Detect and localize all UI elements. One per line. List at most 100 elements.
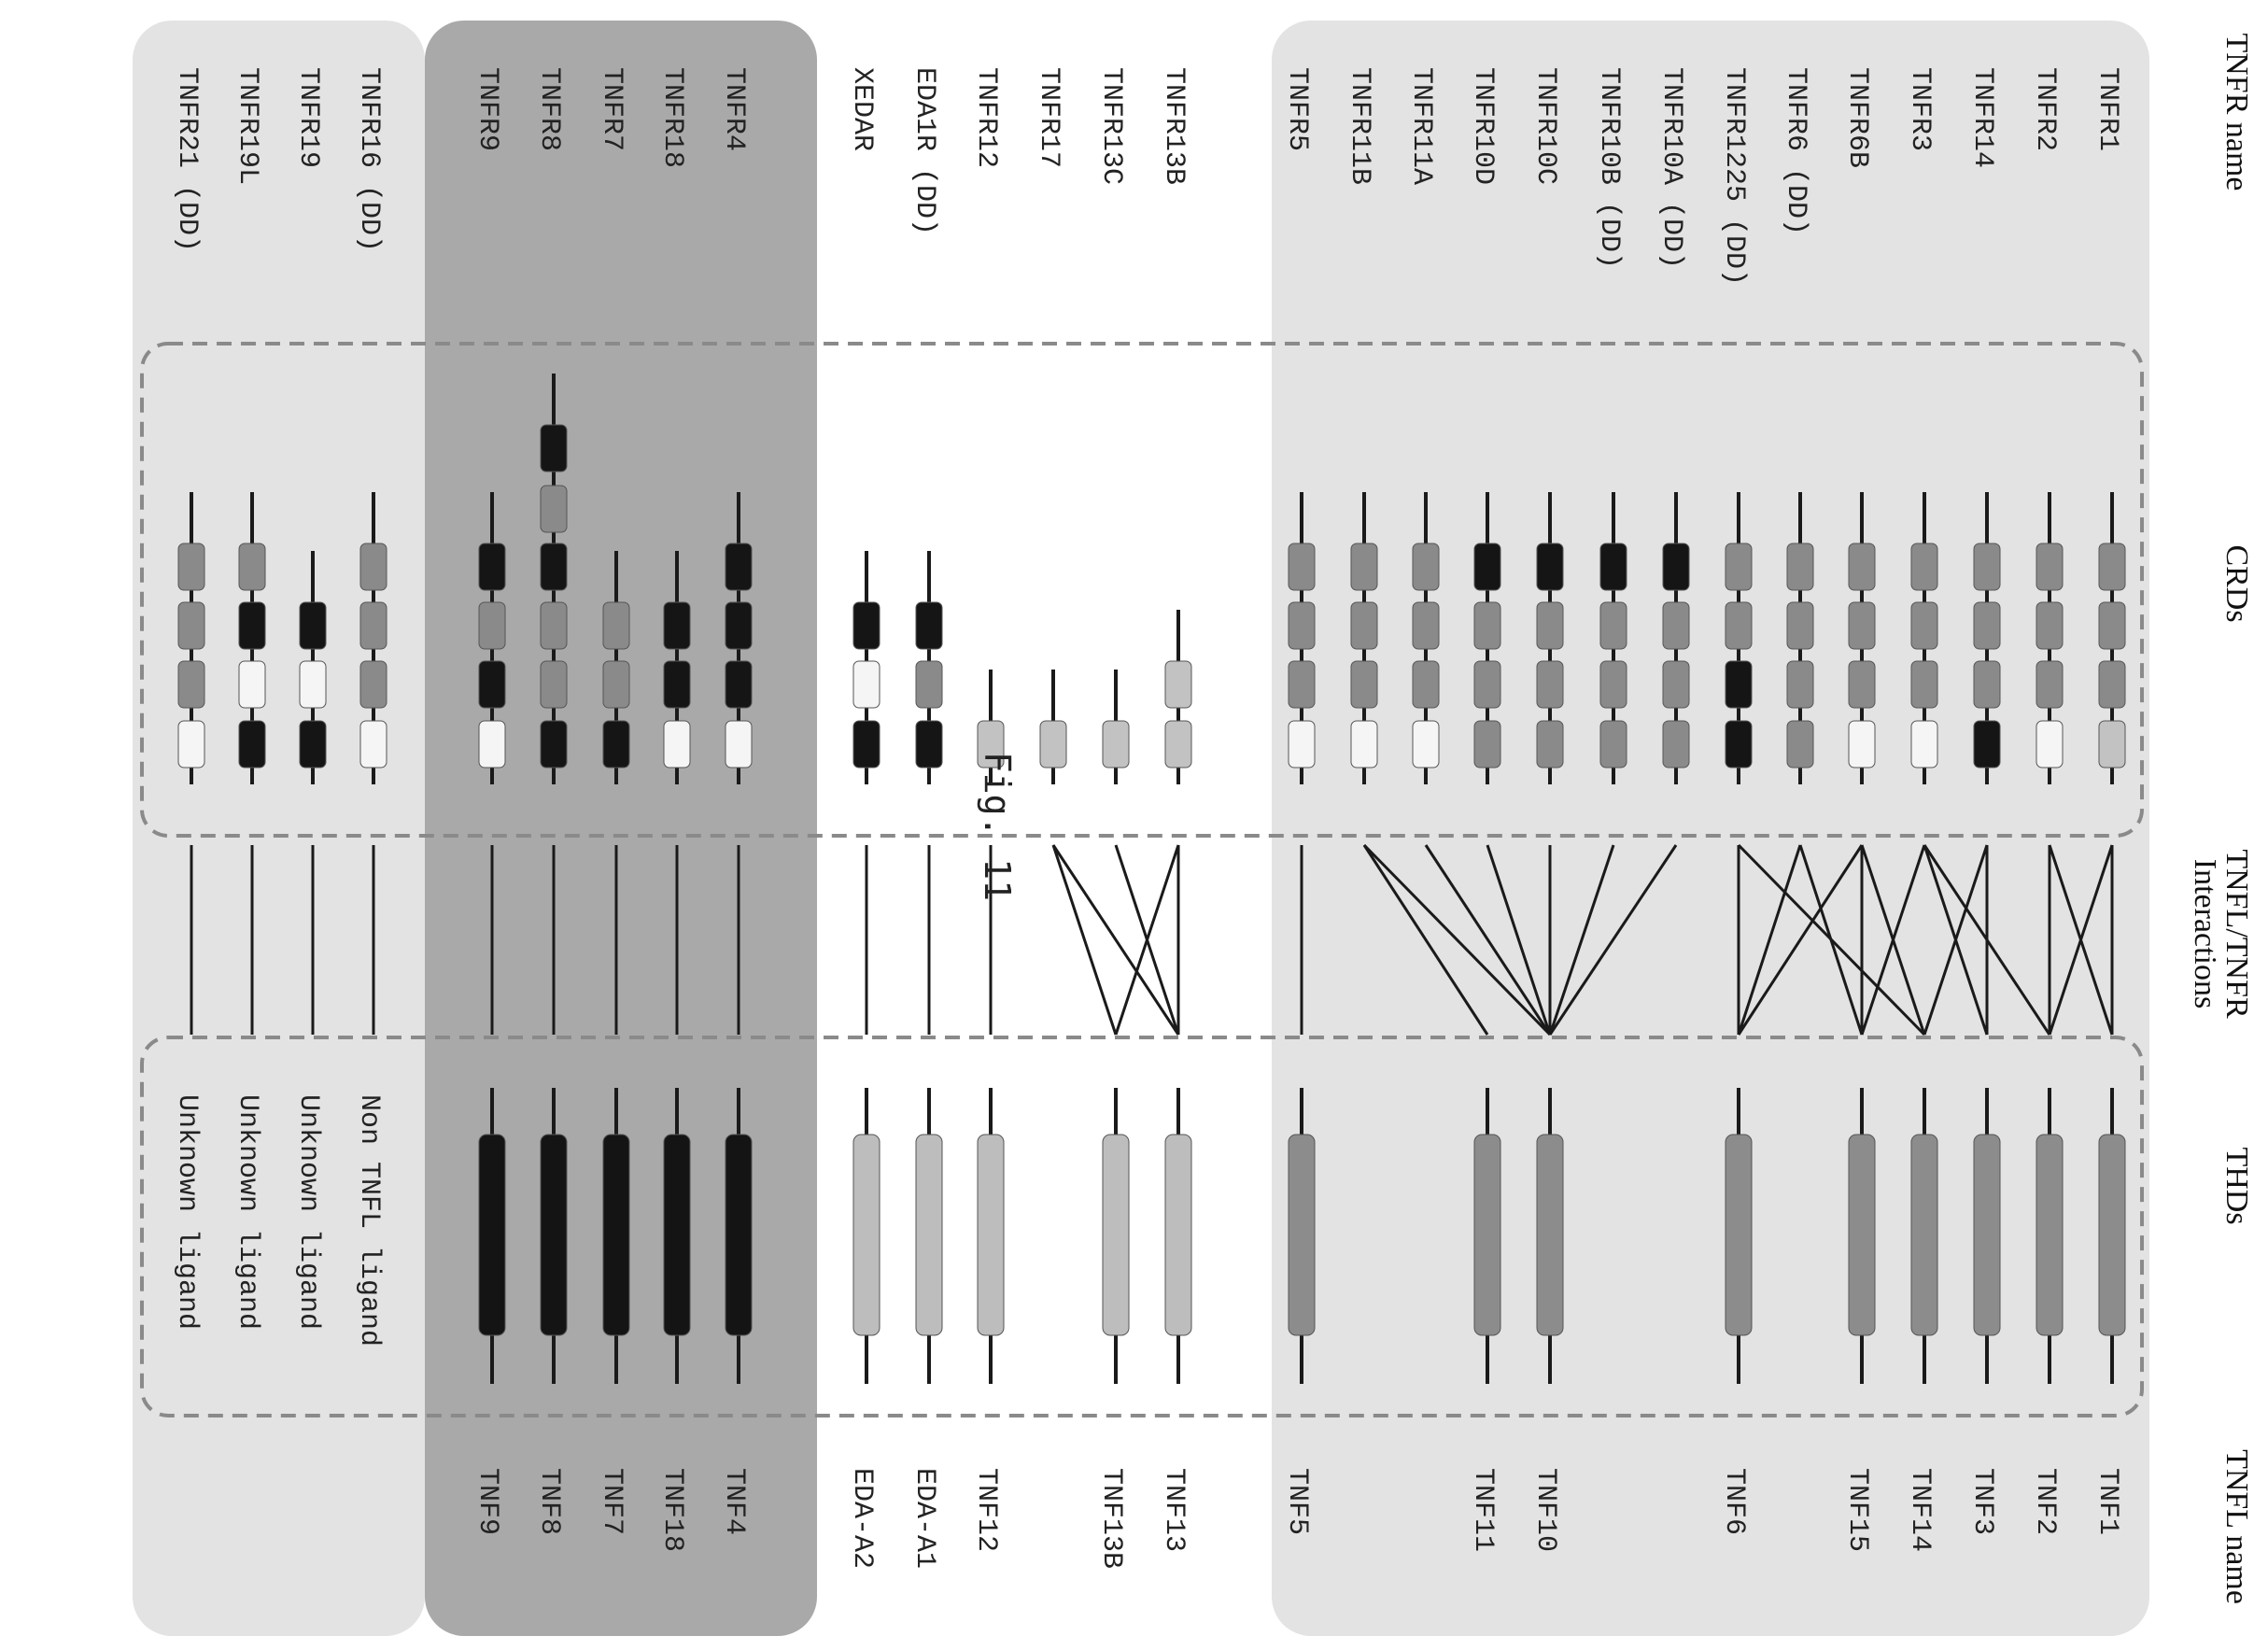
crd-segment	[2098, 601, 2126, 650]
thd-bar	[1164, 1134, 1192, 1336]
crd-segment	[238, 660, 266, 709]
tnfl-name-tnf3: TNF3	[1966, 1468, 1998, 1535]
crd-segment	[1786, 601, 1814, 650]
tnfr-name-tnfr12: TNFR12	[970, 67, 1002, 168]
crd-segment	[299, 660, 327, 709]
crd-segment	[1039, 720, 1067, 769]
crd-segment	[177, 543, 205, 591]
crd-segment	[1473, 660, 1501, 709]
crd-segment	[299, 720, 327, 769]
tnfr-name-tnfr4: TNFR4	[718, 67, 750, 151]
crd-segment	[663, 601, 691, 650]
tnfl-name-tnf14: TNF14	[1904, 1468, 1936, 1552]
crd-segment	[1848, 601, 1876, 650]
crd-segment	[1662, 720, 1690, 769]
header-tnfr-name: TNFR name	[2219, 33, 2254, 190]
tnfr-name-tnfr14: TNFR14	[1966, 67, 1998, 168]
tnfl-name-tnf6: TNF6	[1718, 1468, 1750, 1535]
tnfr-name-tnfr8: TNFR8	[533, 67, 565, 151]
interaction-line	[1548, 844, 1615, 1036]
interaction-line	[1737, 843, 1926, 1037]
crd-segment	[663, 720, 691, 769]
crd-segment	[1910, 543, 1938, 591]
crd-segment	[915, 601, 943, 650]
tnfr-name-tnfr5: TNFR5	[1281, 67, 1313, 151]
crd-segment	[478, 543, 506, 591]
crd-segment	[852, 601, 880, 650]
crd-segment	[1473, 543, 1501, 591]
crd-segment	[1599, 720, 1627, 769]
interaction-line	[1737, 844, 1802, 1036]
crd-segment	[1412, 543, 1440, 591]
crd-segment	[1288, 660, 1316, 709]
tnfl-name-tnf13: TNF13	[1158, 1468, 1190, 1552]
crd-segment	[2036, 720, 2064, 769]
crd-segment	[1412, 720, 1440, 769]
tnfl-name-tnf2: TNF2	[2029, 1468, 2061, 1535]
crd-segment	[852, 660, 880, 709]
interaction-line	[1860, 844, 1926, 1036]
crd-segment	[1973, 601, 2001, 650]
ligand-text-unknown-ligand: Unknown ligand	[292, 1094, 324, 1330]
crd-segment	[2098, 660, 2126, 709]
crd-segment	[238, 601, 266, 650]
crd-segment	[540, 543, 568, 591]
thd-bar	[663, 1134, 691, 1336]
crd-segment	[1412, 601, 1440, 650]
tnfr-name-xedar: XEDAR	[846, 67, 878, 151]
tnfr-name-tnfr9: TNFR9	[472, 67, 503, 151]
crd-segment	[1599, 660, 1627, 709]
crd-segment	[977, 720, 1005, 769]
tnfr-name-tnfr13b: TNFR13B	[1158, 67, 1190, 185]
crd-segment	[1910, 660, 1938, 709]
header-interactions-line1: TNFL/TNFR	[2219, 849, 2254, 1019]
crd-segment	[1786, 543, 1814, 591]
tnfr-name-tnfr10a-dd-: TNFR10A (DD)	[1655, 67, 1687, 269]
header-crds: CRDs	[2219, 544, 2254, 622]
tnfr-name-tnfr1225-dd-: TNFR1225 (DD)	[1718, 67, 1750, 286]
crd-segment	[238, 543, 266, 591]
crd-segment	[1599, 601, 1627, 650]
interaction-line	[1923, 844, 2051, 1036]
tnfl-name-tnf7: TNF7	[596, 1468, 627, 1535]
tnfl-name-tnf18: TNF18	[656, 1468, 688, 1552]
crd-segment	[602, 720, 630, 769]
crd-segment	[1350, 543, 1378, 591]
crd-segment	[359, 660, 387, 709]
tnfr-name-tnfr13c: TNFR13C	[1095, 67, 1127, 185]
thd-bar	[1102, 1134, 1130, 1336]
tnfl-name-tnf12: TNF12	[970, 1468, 1002, 1552]
tnfr-name-tnfr19l: TNFR19L	[232, 67, 263, 185]
tnfr-name-tnfr17: TNFR17	[1033, 67, 1064, 168]
thd-bar	[915, 1134, 943, 1336]
crd-segment	[1288, 601, 1316, 650]
crd-segment	[1288, 720, 1316, 769]
crd-segment	[725, 543, 753, 591]
tnfr-name-tnfr7: TNFR7	[596, 67, 627, 151]
tnfr-name-tnfr1: TNFR1	[2092, 67, 2123, 151]
crd-segment	[1786, 720, 1814, 769]
interaction-line	[1548, 844, 1678, 1036]
interaction-line	[1923, 844, 1989, 1036]
crd-region-box	[140, 342, 2144, 838]
interaction-line	[1362, 843, 1552, 1037]
crd-segment	[1848, 660, 1876, 709]
crd-segment	[1848, 543, 1876, 591]
tnfr-name-tnfr19: TNFR19	[292, 67, 324, 168]
header-thds: THDs	[2219, 1147, 2254, 1224]
tnfl-name-tnf1: TNF1	[2092, 1468, 2123, 1535]
crd-segment	[1662, 543, 1690, 591]
crd-segment	[1786, 660, 1814, 709]
header-tnfl-name: TNFL name	[2219, 1449, 2254, 1604]
tnfl-name-tnf8: TNF8	[533, 1468, 565, 1535]
tnfr-name-tnfr10c: TNFR10C	[1529, 67, 1561, 185]
tnfl-name-tnf10: TNF10	[1529, 1468, 1561, 1552]
crd-segment	[1288, 543, 1316, 591]
tnfr-name-tnfr3: TNFR3	[1904, 67, 1936, 151]
crd-segment	[478, 660, 506, 709]
crd-segment	[1102, 720, 1130, 769]
crd-segment	[1536, 660, 1564, 709]
thd-bar	[1473, 1134, 1501, 1336]
crd-segment	[1350, 601, 1378, 650]
